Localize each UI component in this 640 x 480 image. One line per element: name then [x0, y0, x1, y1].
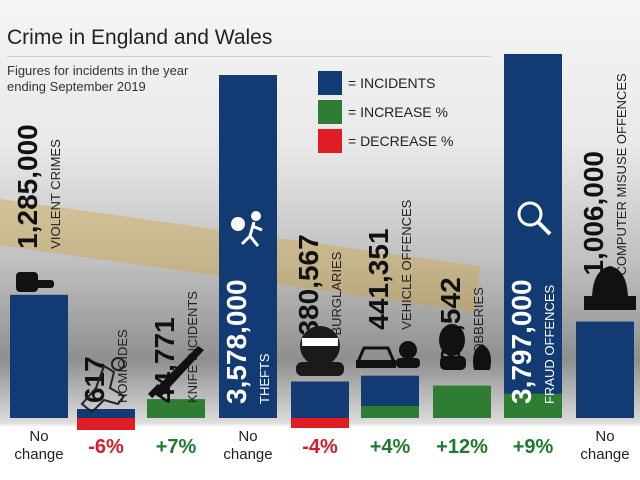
category-label-fraud-offences: FRAUD OFFENCES: [542, 285, 557, 405]
robber-icon-bag: [473, 344, 491, 370]
value-label-computer-misuse-offences: 1,006,000: [578, 151, 609, 276]
value-label-burglaries: 380,567: [293, 234, 324, 335]
value-label-fraud-offences: 3,797,000: [506, 279, 537, 404]
car-thief-icon: [355, 341, 420, 368]
change-label-violent-crimes: No change: [14, 428, 64, 463]
magnifier-icon-lens: [517, 201, 543, 227]
robber-icon: [439, 324, 491, 370]
chart-subtitle: Figures for incidents in the year ending…: [7, 63, 189, 94]
value-label-violent-crimes: 1,285,000: [12, 124, 43, 249]
magnifier-icon: [517, 201, 552, 236]
category-label-knife-incidents: KNIFE INCIDENTS: [185, 291, 200, 403]
bar-incidents-burglaries: [291, 381, 349, 418]
thief-icon: [231, 211, 263, 247]
chalk-outline-icon: [80, 357, 126, 414]
legend-label-increase: = INCREASE %: [348, 104, 448, 120]
change-label-robberies: +12%: [436, 436, 488, 458]
change-label-homicides: -6%: [88, 436, 124, 458]
chalk-outline-icon-body: [80, 364, 126, 414]
burglar-icon-mask: [302, 338, 338, 346]
change-label-thefts: No change: [223, 428, 273, 463]
knife-icon: [147, 346, 204, 399]
knife-icon-handle: [147, 383, 163, 399]
category-label-violent-crimes: VIOLENT CRIMES: [48, 139, 63, 249]
bar-increase-vehicle-offences: [361, 406, 419, 418]
category-label-homicides: HOMICIDES: [115, 329, 130, 403]
legend-label-decrease: = DECREASE %: [348, 133, 454, 149]
category-label-burglaries: BURGLARIES: [329, 251, 344, 335]
bar-increase-fraud-offences: [504, 393, 562, 418]
chart-title: Crime in England and Wales: [7, 26, 273, 49]
car-thief-icon-base: [356, 360, 396, 368]
car-thief-icon-head: [399, 341, 417, 359]
legend-swatch-decrease: [318, 129, 342, 153]
bar-incidents-computer-misuse-offences: [576, 321, 634, 418]
fist-icon-wrist: [36, 280, 54, 288]
chalk-outline-icon-head: [111, 357, 125, 371]
value-label-thefts: 3,578,000: [221, 279, 252, 404]
category-label-robberies: ROBBERIES: [471, 287, 486, 363]
bar-increase-knife-incidents: [147, 399, 205, 418]
robber-icon-body: [440, 356, 466, 370]
thief-icon-body: [240, 221, 263, 247]
bar-incidents-violent-crimes: [10, 294, 68, 418]
thief-icon-head: [251, 211, 261, 221]
hacker-icon-hood: [592, 266, 628, 300]
burglar-icon-shoulders: [296, 362, 344, 376]
hacker-icon: [584, 266, 636, 310]
magnifier-icon-handle: [536, 220, 552, 236]
category-label-computer-misuse-offences: COMPUTER MISUSE OFFENCES: [614, 73, 629, 276]
thief-icon-bag: [231, 217, 245, 231]
bar-decrease-burglaries: [291, 418, 349, 428]
car-thief-icon-car: [355, 346, 397, 364]
value-label-vehicle-offences: 441,351: [363, 228, 394, 329]
change-label-knife-incidents: +7%: [155, 436, 197, 458]
burglar-icon: [296, 326, 344, 376]
category-label-thefts: THEFTS: [257, 353, 272, 404]
legend-label-incidents: = INCIDENTS: [348, 75, 436, 91]
hacker-icon-laptop: [584, 296, 636, 310]
car-thief-icon-shoulders: [396, 358, 420, 368]
fist-icon-hand: [16, 272, 38, 292]
bar-decrease-homicides: [77, 418, 135, 430]
change-label-fraud-offences: +9%: [512, 436, 554, 458]
change-label-burglaries: -4%: [302, 436, 338, 458]
bar-incidents-fraud-offences: [504, 54, 562, 418]
value-label-homicides: 617: [79, 356, 110, 403]
knife-icon-blade: [152, 346, 204, 396]
bar-incidents-homicides: [77, 409, 135, 418]
category-label-vehicle-offences: VEHICLE OFFENCES: [399, 199, 414, 329]
legend-swatch-incidents: [318, 71, 342, 95]
change-label-vehicle-offences: +4%: [369, 436, 411, 458]
change-label-computer-misuse-offences: No change: [580, 428, 630, 463]
robber-icon-head: [439, 324, 465, 356]
title-divider: [7, 56, 491, 57]
bar-increase-robberies: [433, 385, 491, 418]
legend-swatch-increase: [318, 100, 342, 124]
fist-icon: [16, 272, 54, 292]
bar-incidents-thefts: [219, 74, 277, 418]
